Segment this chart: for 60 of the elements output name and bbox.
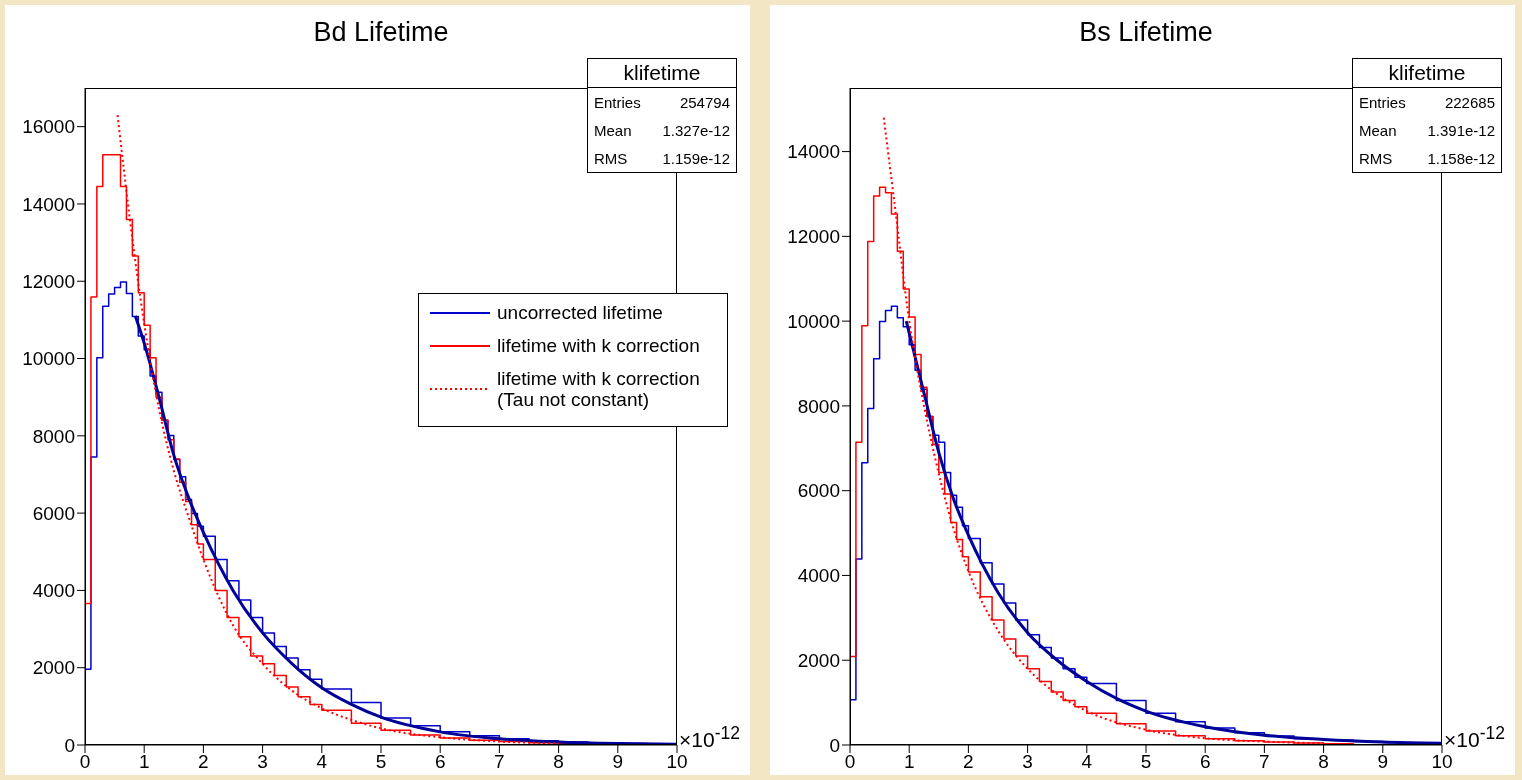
- legend-label: lifetime with k correction: [497, 335, 700, 356]
- y-tick-label: 8000: [32, 425, 75, 447]
- annotation: Mean: [594, 122, 632, 139]
- x-tick-label: 10: [666, 751, 688, 773]
- chart-title: Bd Lifetime: [312, 17, 450, 48]
- annotation: Entries: [1359, 94, 1406, 111]
- x-tick-label: 2: [963, 751, 974, 773]
- y-tick-label: 12000: [22, 270, 75, 292]
- annotation: 1.391e-12: [1427, 122, 1495, 139]
- y-tick-label: 6000: [32, 502, 75, 524]
- y-tick-label: 14000: [787, 141, 840, 163]
- y-tick-label: 2000: [797, 649, 840, 671]
- x-tick-label: 8: [1318, 751, 1329, 773]
- legend-label: lifetime with k correction (Tau not constant): [497, 368, 700, 410]
- annotation: 1.159e-12: [662, 150, 730, 167]
- annotation: Mean: [1359, 122, 1397, 139]
- y-tick-label: 10000: [787, 310, 840, 332]
- text: klifetime: [588, 59, 736, 88]
- annotation: 1.158e-12: [1427, 150, 1495, 167]
- chart-title: Bs Lifetime: [1078, 17, 1214, 48]
- x-axis-title: ×10$^{-12}$: [1444, 723, 1505, 752]
- y-tick-label: 2000: [32, 657, 75, 679]
- x-tick-label: 3: [257, 751, 268, 773]
- x-tick-label: 2: [198, 751, 209, 773]
- x-tick-label: 8: [553, 751, 564, 773]
- x-tick-label: 5: [375, 751, 387, 773]
- y-tick-label: 12000: [787, 226, 840, 248]
- y-tick-label: 4000: [32, 580, 75, 602]
- y-tick-label: 4000: [797, 565, 840, 587]
- x-tick-label: 0: [79, 751, 91, 773]
- x-tick-label: 4: [316, 751, 328, 773]
- annotation: Entries: [594, 94, 641, 111]
- y-tick-label: 0: [829, 734, 840, 756]
- x-tick-label: 5: [1140, 751, 1152, 773]
- text: 254794: [679, 94, 730, 111]
- legend-label: uncorrected lifetime: [497, 302, 663, 323]
- x-tick-label: 1: [903, 751, 915, 773]
- x-tick-label: 7: [494, 751, 505, 773]
- x-tick-label: 9: [612, 751, 624, 773]
- x-tick-label: 6: [434, 751, 446, 773]
- y-tick-label: 6000: [797, 480, 840, 502]
- y-tick-label: 8000: [797, 395, 840, 417]
- y-tick-label: 14000: [22, 193, 75, 215]
- x-tick-label: 9: [1377, 751, 1389, 773]
- x-tick-label: 7: [1259, 751, 1270, 773]
- x-axis-title: ×10$^{-12}$: [679, 723, 740, 752]
- x-tick-label: 1: [138, 751, 150, 773]
- annotation: RMS: [1359, 150, 1393, 167]
- x-tick-label: 6: [1199, 751, 1211, 773]
- y-tick-label: 16000: [22, 116, 75, 138]
- x-tick-label: 4: [1081, 751, 1093, 773]
- y-tick-label: 10000: [22, 348, 75, 370]
- x-tick-label: 0: [844, 751, 856, 773]
- text: klifetime: [1353, 59, 1501, 88]
- text: 222685: [1444, 94, 1495, 111]
- y-tick-label: 0: [64, 734, 75, 756]
- x-tick-label: 10: [1431, 751, 1453, 773]
- annotation: 1.327e-12: [662, 122, 730, 139]
- x-tick-label: 3: [1022, 751, 1033, 773]
- annotation: RMS: [594, 150, 628, 167]
